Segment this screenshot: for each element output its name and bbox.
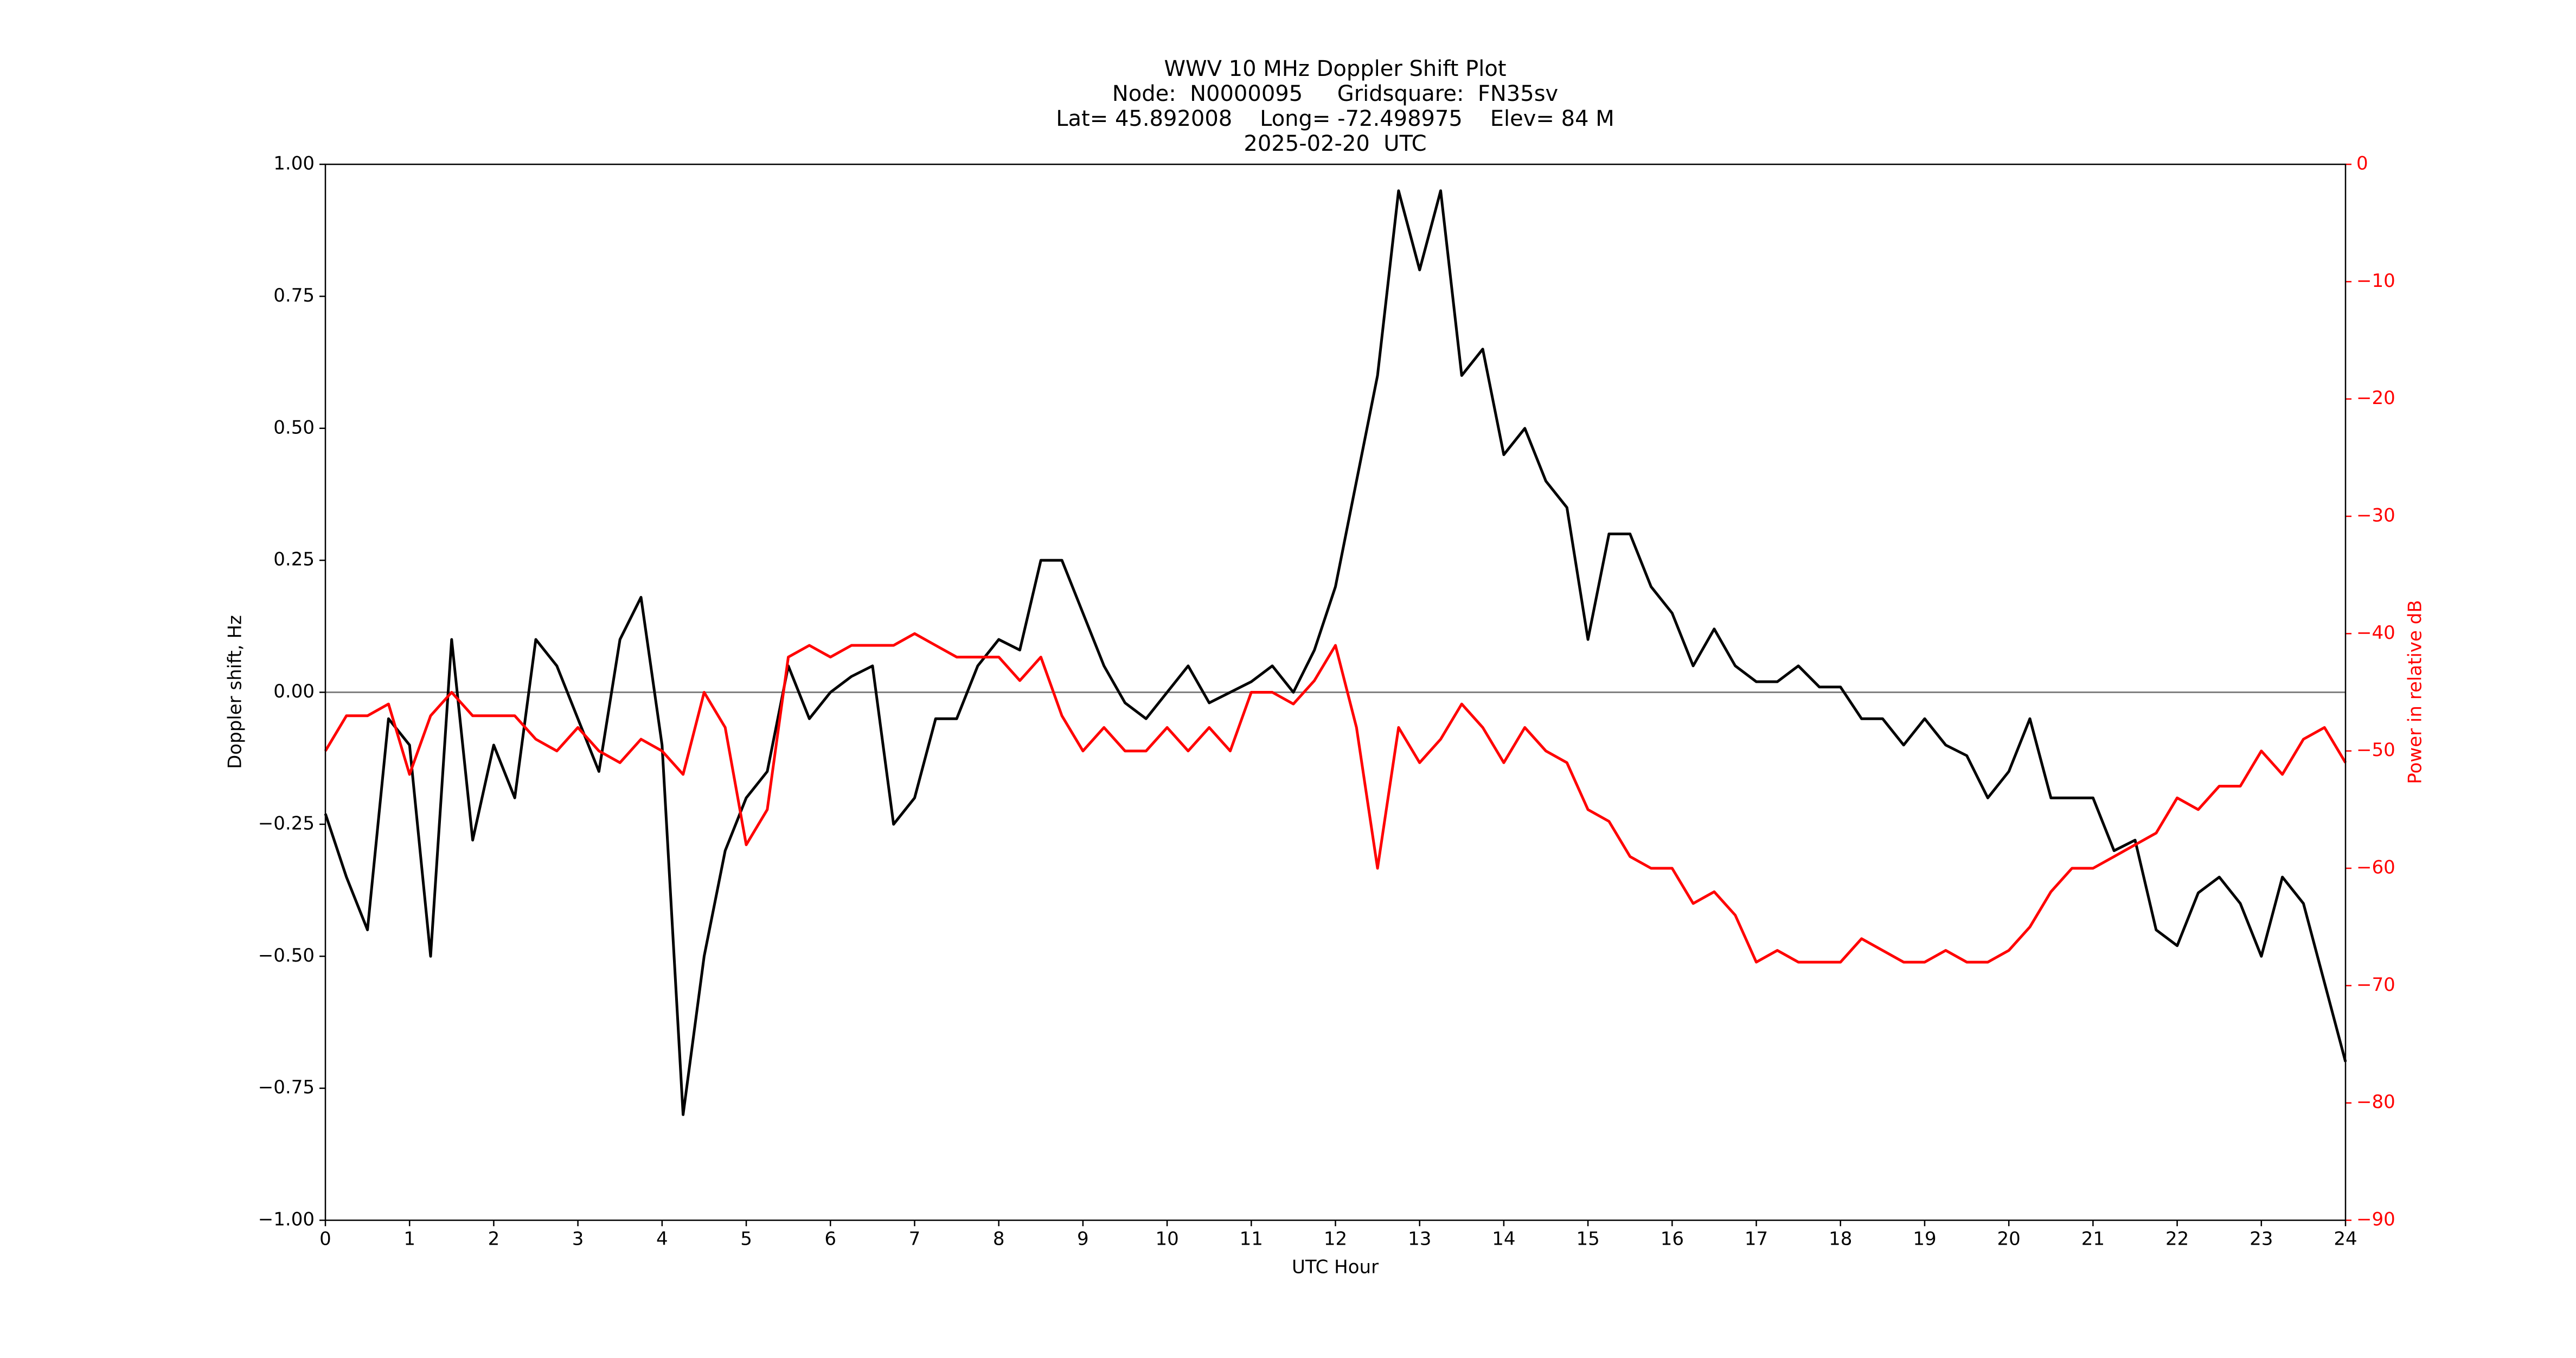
x-tick-label: 18 xyxy=(1829,1228,1852,1250)
x-tick-label: 17 xyxy=(1745,1228,1768,1250)
y-tick-label: −1.00 xyxy=(258,1209,315,1231)
y-tick-label: 1.00 xyxy=(273,153,315,175)
x-tick-label: 4 xyxy=(656,1228,668,1250)
y2-axis-label: Power in relative dB xyxy=(2405,600,2426,784)
y2-tick-label: −50 xyxy=(2356,739,2395,761)
x-tick-label: 12 xyxy=(1324,1228,1347,1250)
plot-frame xyxy=(324,163,2347,1221)
x-tick-label: 5 xyxy=(740,1228,752,1250)
x-tick-label: 22 xyxy=(2165,1228,2189,1250)
y-tick-label: 0.75 xyxy=(273,285,315,306)
y-tick-label: −0.75 xyxy=(258,1077,315,1098)
x-tick-label: 23 xyxy=(2250,1228,2273,1250)
x-tick-label: 19 xyxy=(1913,1228,1936,1250)
y2-tick-label: −60 xyxy=(2356,857,2395,879)
x-tick-label: 15 xyxy=(1576,1228,1599,1250)
y-tick-label: 0.50 xyxy=(273,417,315,438)
x-tick-label: 9 xyxy=(1077,1228,1089,1250)
y-tick-label: 0.25 xyxy=(273,549,315,571)
y2-tick-label: −80 xyxy=(2356,1091,2395,1113)
x-tick-label: 8 xyxy=(993,1228,1005,1250)
y-axis-label: Doppler shift, Hz xyxy=(225,615,246,769)
y2-tick-label: −10 xyxy=(2356,270,2395,292)
x-tick-label: 2 xyxy=(488,1228,500,1250)
chart-title: WWV 10 MHz Doppler Shift Plot xyxy=(1164,56,1506,81)
x-tick-label: 6 xyxy=(824,1228,836,1250)
series-line xyxy=(324,632,2347,964)
x-tick-label: 0 xyxy=(319,1228,331,1250)
x-tick-label: 21 xyxy=(2081,1228,2105,1250)
y2-tick-label: 0 xyxy=(2356,153,2368,175)
y-tick-label: −0.50 xyxy=(258,945,315,966)
y2-tick-label: −40 xyxy=(2356,622,2395,644)
series-line xyxy=(324,189,2347,1116)
x-tick-label: 1 xyxy=(403,1228,415,1250)
chart-subtitle: Node: N0000095 Gridsquare: FN35sv xyxy=(1112,81,1558,106)
y-tick-label: −0.25 xyxy=(258,812,315,834)
y-tick-label: 0.00 xyxy=(273,681,315,702)
y2-tick-label: −20 xyxy=(2356,387,2395,409)
y2-tick-label: −90 xyxy=(2356,1209,2395,1231)
x-axis-label: UTC Hour xyxy=(1292,1257,1379,1278)
y2-tick-label: −70 xyxy=(2356,974,2395,996)
chart-subtitle: 2025-02-20 UTC xyxy=(1244,131,1426,156)
x-tick-label: 24 xyxy=(2334,1228,2357,1250)
x-tick-label: 20 xyxy=(1997,1228,2021,1250)
x-tick-label: 10 xyxy=(1155,1228,1178,1250)
x-tick-label: 3 xyxy=(572,1228,584,1250)
x-tick-label: 14 xyxy=(1492,1228,1515,1250)
x-tick-label: 7 xyxy=(909,1228,921,1250)
y2-tick-label: −30 xyxy=(2356,505,2395,527)
x-tick-label: 16 xyxy=(1661,1228,1684,1250)
x-tick-label: 13 xyxy=(1408,1228,1431,1250)
x-tick-label: 11 xyxy=(1240,1228,1263,1250)
chart-subtitle: Lat= 45.892008 Long= -72.498975 Elev= 84… xyxy=(1056,106,1614,131)
